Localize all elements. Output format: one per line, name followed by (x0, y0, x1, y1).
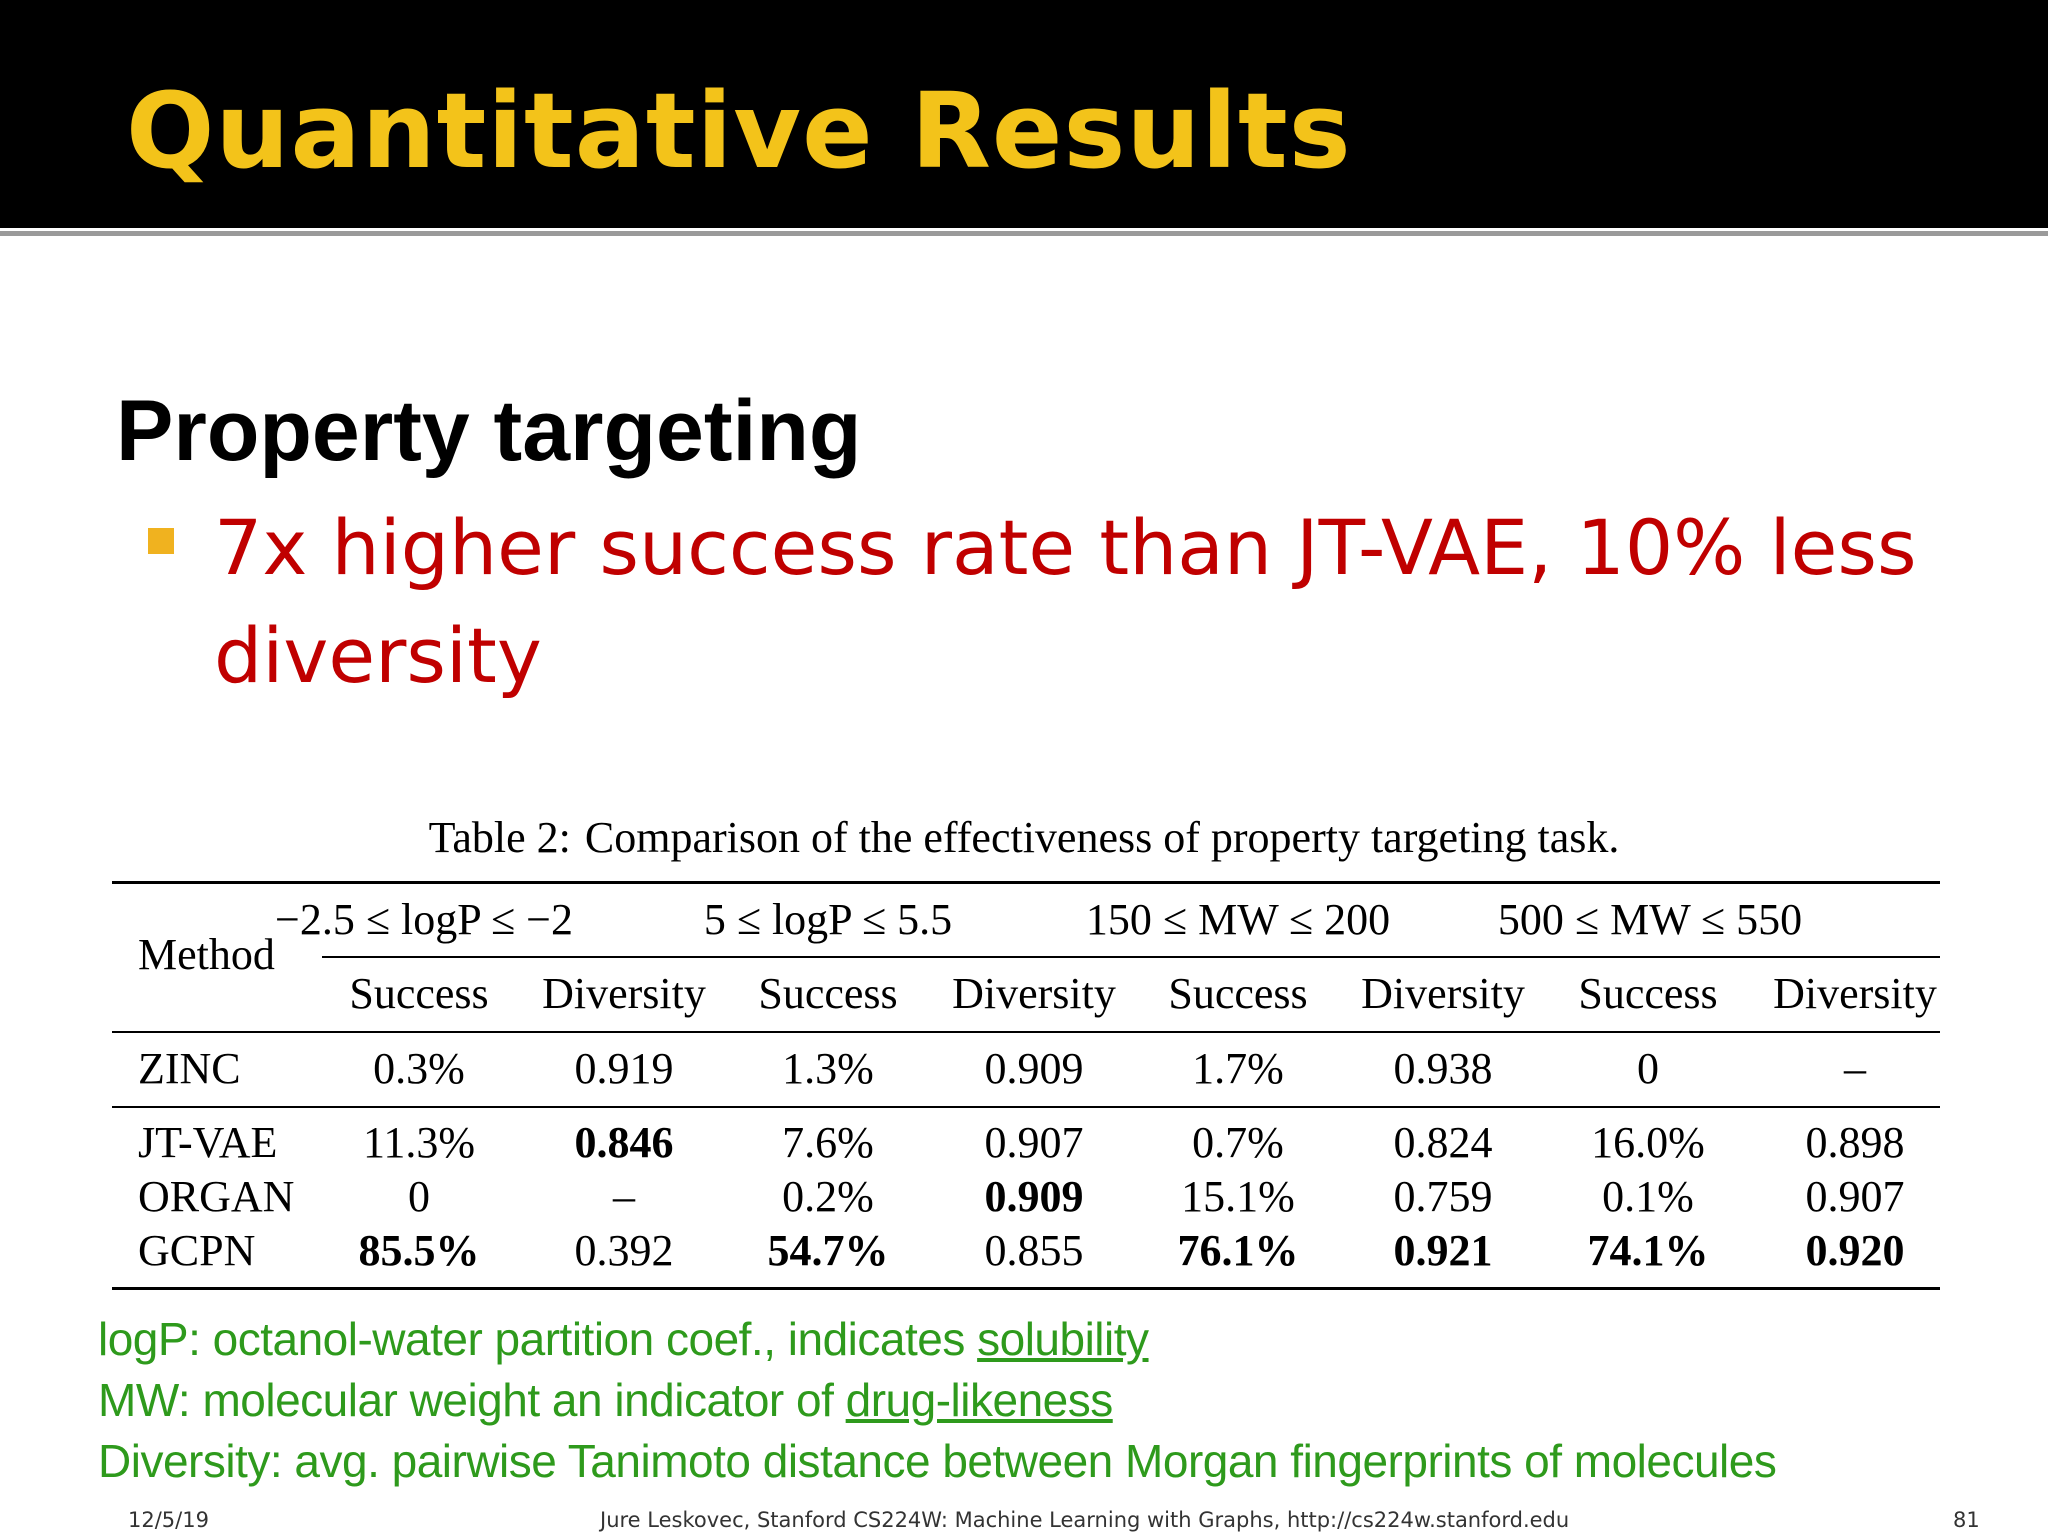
table-top-rule (112, 881, 1940, 884)
subheader-diversity: Diversity (1361, 969, 1525, 1018)
table-cell: 0.907 (984, 1118, 1084, 1167)
footer-page-number: 81 (1953, 1508, 1980, 1532)
table-cell: 0.921 (1393, 1226, 1493, 1275)
table-cell: 0 (408, 1172, 430, 1221)
note-mw-term: MW (98, 1374, 178, 1426)
table-cell: 0.2% (782, 1172, 874, 1221)
title-bar (0, 0, 2048, 236)
table-cell: 11.3% (362, 1118, 476, 1167)
row-method-jt-vae: JT-VAE (138, 1118, 278, 1167)
table-cell: 0 (1637, 1044, 1659, 1093)
row-method-gcpn: GCPN (138, 1226, 256, 1275)
table-cell: 7.6% (782, 1118, 874, 1167)
table-cell: – (1844, 1044, 1866, 1093)
table-cell: 0.919 (574, 1044, 674, 1093)
row-method-organ: ORGAN (138, 1172, 295, 1221)
subheader-success: Success (1578, 969, 1718, 1018)
subheader-success: Success (349, 969, 489, 1018)
table-cell: 0.392 (574, 1226, 674, 1275)
table-cell: 76.1% (1177, 1226, 1299, 1275)
table-cell: 74.1% (1587, 1226, 1709, 1275)
footer-date: 12/5/19 (128, 1508, 209, 1532)
table-cell: 0.898 (1805, 1118, 1905, 1167)
table-cell: 0.855 (984, 1226, 1084, 1275)
table-cell: 0.907 (1805, 1172, 1905, 1221)
subheader-success: Success (758, 969, 898, 1018)
table-cell: 85.5% (358, 1226, 480, 1275)
table-bottom-rule (112, 1287, 1940, 1290)
table-cell: 0.909 (984, 1172, 1084, 1221)
note-mw: MW: molecular weight an indicator of dru… (98, 1373, 1113, 1427)
row-method-zinc: ZINC (138, 1044, 241, 1093)
table-cell: 16.0% (1591, 1118, 1705, 1167)
note-logp-link: solubility (977, 1313, 1149, 1365)
group-header-logp-high: 5 ≤ logP ≤ 5.5 (703, 895, 953, 944)
table-label: Table 2: (428, 813, 571, 862)
bullet-square-icon (148, 528, 174, 554)
footer-credit: Jure Leskovec, Stanford CS224W: Machine … (600, 1508, 1570, 1532)
table-cell: 0.824 (1393, 1118, 1493, 1167)
title-divider (0, 231, 2048, 236)
note-diversity-text: : avg. pairwise Tanimoto distance betwee… (269, 1435, 1777, 1487)
table-cell: 0.920 (1805, 1226, 1905, 1275)
note-diversity-term: Diversity (98, 1435, 270, 1487)
subheader-diversity: Diversity (1773, 969, 1937, 1018)
table-group-rule (322, 956, 1940, 958)
table-cell: 0.3% (373, 1044, 465, 1093)
section-heading: Property targeting (116, 383, 862, 479)
bullet-text: 7x higher success rate than JT-VAE, 10% … (214, 503, 1917, 700)
group-header-mw-low: 150 ≤ MW ≤ 200 (1085, 895, 1391, 944)
table-cell: 54.7% (767, 1226, 889, 1275)
table-zinc-rule (112, 1106, 1940, 1108)
note-logp: logP: octanol-water partition coef., ind… (98, 1312, 1149, 1366)
table-cell: 1.3% (782, 1044, 874, 1093)
note-mw-text: : molecular weight an indicator of (177, 1374, 846, 1426)
subheader-success: Success (1168, 969, 1308, 1018)
group-header-mw-high: 500 ≤ MW ≤ 550 (1497, 895, 1803, 944)
method-header: Method (138, 930, 275, 979)
note-logp-text: octanol-water partition coef., indicates (200, 1313, 978, 1365)
table-cell: 1.7% (1192, 1044, 1284, 1093)
subheader-diversity: Diversity (542, 969, 706, 1018)
subheader-diversity: Diversity (952, 969, 1116, 1018)
table-cell: 0.938 (1393, 1044, 1493, 1093)
group-header-logp-low: −2.5 ≤ logP ≤ −2 (275, 895, 573, 944)
table-cell: 0.846 (574, 1118, 674, 1167)
table-caption: Table 2: Comparison of the effectiveness … (0, 812, 2048, 863)
table-cell: 0.759 (1393, 1172, 1493, 1221)
note-diversity: Diversity: avg. pairwise Tanimoto distan… (98, 1434, 1777, 1488)
note-mw-link: drug-likeness (845, 1374, 1114, 1426)
slide-title: Quantitative Results (126, 70, 1352, 192)
table-header-rule (112, 1031, 1940, 1033)
table-cell: 0.7% (1192, 1118, 1284, 1167)
table-cell: 15.1% (1181, 1172, 1295, 1221)
table-cell: – (613, 1172, 635, 1221)
note-logp-term: logP: (98, 1313, 201, 1365)
table-caption-text: Comparison of the effectiveness of prope… (584, 813, 1620, 862)
table-cell: 0.1% (1602, 1172, 1694, 1221)
table-cell: 0.909 (984, 1044, 1084, 1093)
